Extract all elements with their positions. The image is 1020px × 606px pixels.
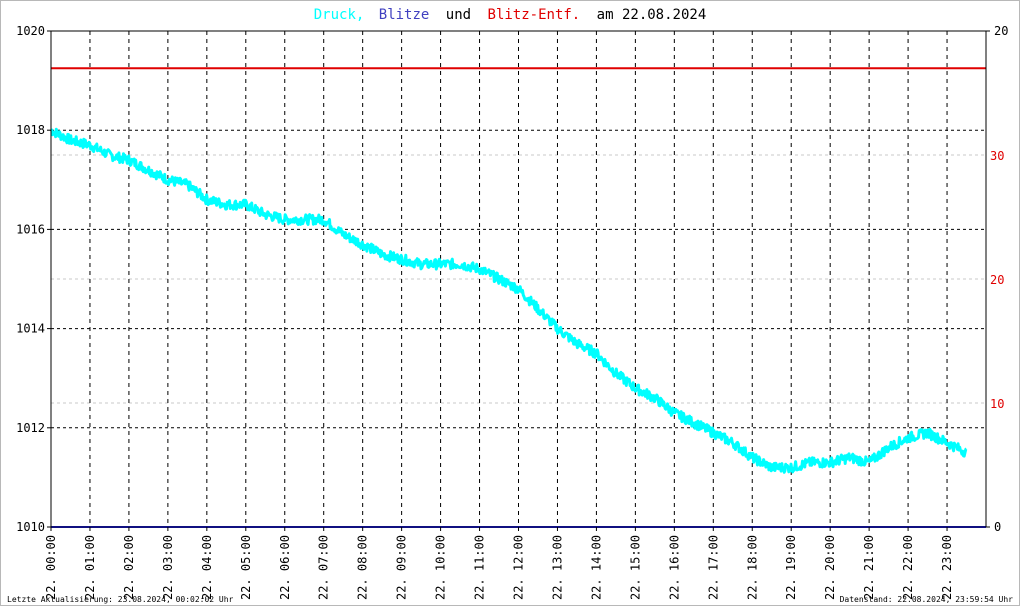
left-tick-label: 1012 [16,421,45,435]
x-tick-label: 22. 16:00 [667,535,681,600]
left-tick-label: 1016 [16,222,45,236]
axes-layer [47,30,990,531]
x-tick-label: 22. 17:00 [706,535,720,600]
x-tick-label: 22. 12:00 [512,535,526,600]
x-tick-label: 22. 18:00 [745,535,759,600]
title-blitze: Blitze [379,7,430,23]
x-tick-label: 22. 21:00 [862,535,876,600]
title-blitz-entf: Blitz-Entf. [488,7,581,23]
x-tick-label: 22. 08:00 [356,535,370,600]
left-tick-label: 1010 [16,520,45,534]
x-tick-label: 22. 22:00 [901,535,915,600]
right-red-tick-label: 30 [990,149,1004,163]
title-date: am 22.08.2024 [597,7,707,23]
x-tick-label: 22. 23:00 [940,535,954,600]
right-tick-label: 0 [994,520,1001,534]
right-red-tick-label: 10 [990,397,1004,411]
x-tick-label: 22. 06:00 [278,535,292,600]
x-tick-label: 22. 20:00 [823,535,837,600]
left-tick-label: 1020 [16,24,45,38]
x-tick-label: 22. 07:00 [317,535,331,600]
left-tick-label: 1014 [16,322,45,336]
x-tick-label: 22. 14:00 [589,535,603,600]
footer-data-status: Datenstand: 22.08.2024, 23:59:54 Uhr [840,595,1014,604]
title-druck: Druck, [314,7,365,23]
druck-series-line [50,127,968,474]
x-tick-label: 22. 04:00 [200,535,214,600]
x-tick-label: 22. 05:00 [239,535,253,600]
right-tick-label: 20 [994,24,1008,38]
grid-lines [51,30,986,527]
x-tick-label: 22. 03:00 [161,535,175,600]
chart-title: Druck, Blitze und Blitz-Entf. am 22.08.2… [314,7,707,23]
x-tick-label: 22. 15:00 [628,535,642,600]
x-tick-label: 22. 01:00 [83,535,97,600]
x-tick-label: 22. 10:00 [434,535,448,600]
x-tick-label: 22. 11:00 [473,535,487,600]
x-tick-label: 22. 13:00 [550,535,564,600]
footer-last-update: Letzte Aktualisierung: 23.08.2024, 00:02… [7,595,234,604]
x-tick-label: 22. 19:00 [784,535,798,600]
left-tick-label: 1018 [16,123,45,137]
right-red-tick-label: 20 [990,273,1004,287]
x-tick-label: 22. 02:00 [122,535,136,600]
x-tick-label: 22. 00:00 [44,535,58,600]
x-tick-label: 22. 09:00 [395,535,409,600]
title-und: und [446,7,471,23]
